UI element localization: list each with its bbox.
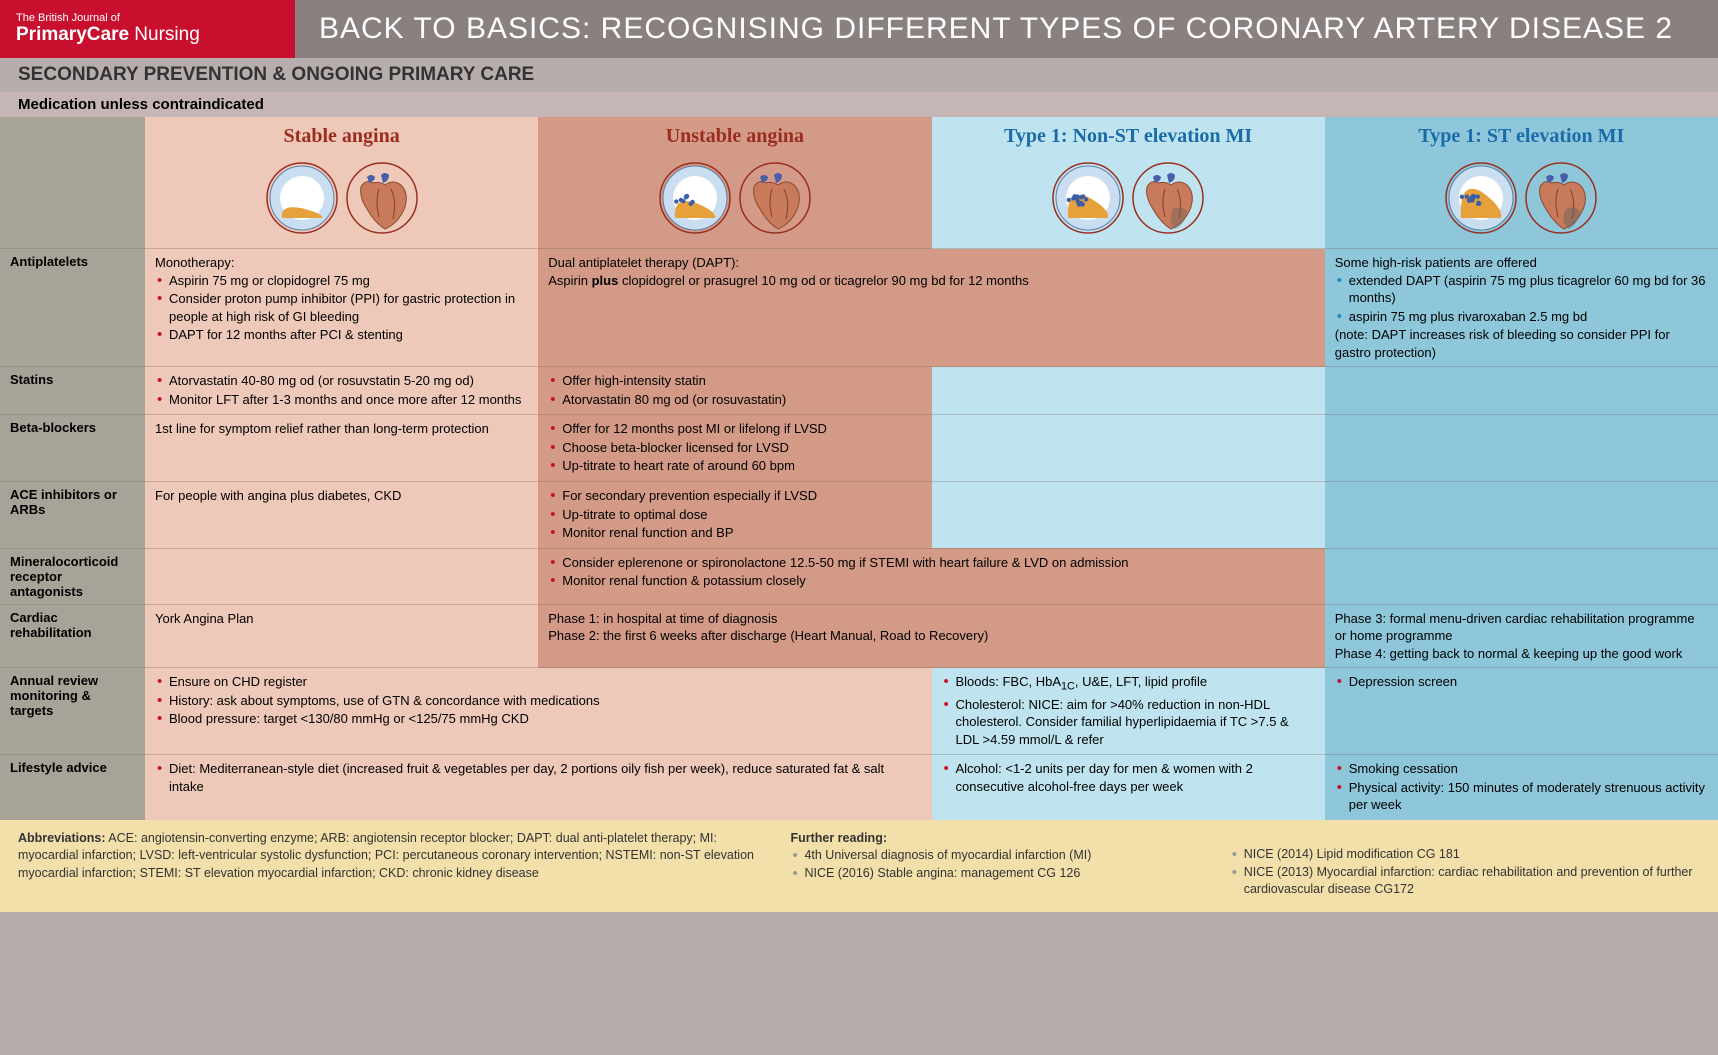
artery-icon <box>265 161 339 235</box>
medication-table: Stable angina Unstable angina Type 1: No… <box>0 117 1718 820</box>
list-item: aspirin 75 mg plus rivaroxaban 2.5 mg bd <box>1335 308 1708 326</box>
header-blank <box>0 117 145 153</box>
column-header-row: Stable angina Unstable angina Type 1: No… <box>0 117 1718 153</box>
abbreviations: Abbreviations: ACE: angiotensin-converti… <box>18 830 790 899</box>
list-item: NICE (2013) Myocardial infarction: cardi… <box>1230 864 1700 898</box>
further-reading-2: NICE (2014) Lipid modification CG 181NIC… <box>1230 830 1700 899</box>
row-label: Statins <box>0 367 145 415</box>
row-beta-blockers: Beta-blockers 1st line for symptom relie… <box>0 415 1718 482</box>
list-item: extended DAPT (aspirin 75 mg plus ticagr… <box>1335 272 1708 307</box>
list-item: Up-titrate to optimal dose <box>548 506 921 524</box>
list-item: Choose beta-blocker licensed for LVSD <box>548 439 921 457</box>
icon-row <box>0 153 1718 249</box>
row-statins: Statins Atorvastatin 40-80 mg od (or ros… <box>0 367 1718 415</box>
further-reading-1: Further reading:4th Universal diagnosis … <box>790 830 1229 899</box>
heart-icon <box>738 161 812 235</box>
artery-icon <box>1051 161 1125 235</box>
list-item: Diet: Mediterranean-style diet (increase… <box>155 760 922 795</box>
row-label: Annual review monitoring & targets <box>0 668 145 755</box>
list-item: Physical activity: 150 minutes of modera… <box>1335 779 1708 814</box>
row-label: Cardiac rehabilitation <box>0 604 145 668</box>
heart-icon <box>345 161 419 235</box>
logo-subtitle: The British Journal of <box>16 12 279 24</box>
list-item: Ensure on CHD register <box>155 673 922 691</box>
logo-title: PrimaryCare Nursing <box>16 24 279 46</box>
col-stable-angina: Stable angina <box>145 117 538 153</box>
list-item: Monitor renal function & potassium close… <box>548 572 1315 590</box>
list-item: Monitor renal function and BP <box>548 524 921 542</box>
page-title: BACK TO BASICS: RECOGNISING DIFFERENT TY… <box>295 0 1718 58</box>
list-item: DAPT for 12 months after PCI & stenting <box>155 326 528 344</box>
artery-icon <box>1444 161 1518 235</box>
row-label: Mineralocorticoid receptor antagonists <box>0 548 145 604</box>
list-item: Smoking cessation <box>1335 760 1708 778</box>
row-label: Beta-blockers <box>0 415 145 482</box>
list-item: Aspirin 75 mg or clopidogrel 75 mg <box>155 272 528 290</box>
list-item: Consider proton pump inhibitor (PPI) for… <box>155 290 528 325</box>
section-heading: SECONDARY PREVENTION & ONGOING PRIMARY C… <box>0 58 1718 92</box>
list-item: Consider eplerenone or spironolactone 12… <box>548 554 1315 572</box>
list-item: Offer high-intensity statin <box>548 372 921 390</box>
list-item: Blood pressure: target <130/80 mmHg or <… <box>155 710 922 728</box>
list-item: Depression screen <box>1335 673 1708 691</box>
row-lifestyle: Lifestyle advice Diet: Mediterranean-sty… <box>0 755 1718 820</box>
list-item: For secondary prevention especially if L… <box>548 487 921 505</box>
journal-logo: The British Journal of PrimaryCare Nursi… <box>0 0 295 58</box>
row-cardiac-rehab: Cardiac rehabilitation York Angina Plan … <box>0 604 1718 668</box>
row-antiplatelets: Antiplatelets Monotherapy:Aspirin 75 mg … <box>0 249 1718 367</box>
footer: Abbreviations: ACE: angiotensin-converti… <box>0 820 1718 913</box>
list-item: 4th Universal diagnosis of myocardial in… <box>790 847 1213 864</box>
artery-icon <box>658 161 732 235</box>
list-item: Up-titrate to heart rate of around 60 bp… <box>548 457 921 475</box>
section-subheading: Medication unless contraindicated <box>0 92 1718 117</box>
heart-icon <box>1524 161 1598 235</box>
list-item: Offer for 12 months post MI or lifelong … <box>548 420 921 438</box>
row-annual-review: Annual review monitoring & targets Ensur… <box>0 668 1718 755</box>
heart-icon <box>1131 161 1205 235</box>
list-item: NICE (2014) Lipid modification CG 181 <box>1230 846 1700 863</box>
list-item: NICE (2016) Stable angina: management CG… <box>790 865 1213 882</box>
list-item: Atorvastatin 80 mg od (or rosuvastatin) <box>548 391 921 409</box>
col-stemi: Type 1: ST elevation MI <box>1325 117 1718 153</box>
list-item: Monitor LFT after 1-3 months and once mo… <box>155 391 528 409</box>
row-ace-arb: ACE inhibitors or ARBs For people with a… <box>0 482 1718 549</box>
header: The British Journal of PrimaryCare Nursi… <box>0 0 1718 58</box>
row-label: ACE inhibitors or ARBs <box>0 482 145 549</box>
list-item: Alcohol: <1-2 units per day for men & wo… <box>942 760 1315 795</box>
row-label: Lifestyle advice <box>0 755 145 820</box>
row-mra: Mineralocorticoid receptor antagonists C… <box>0 548 1718 604</box>
list-item: History: ask about symptoms, use of GTN … <box>155 692 922 710</box>
list-item: Atorvastatin 40-80 mg od (or rosuvstatin… <box>155 372 528 390</box>
col-unstable-angina: Unstable angina <box>538 117 931 153</box>
col-nstemi: Type 1: Non-ST elevation MI <box>932 117 1325 153</box>
row-label: Antiplatelets <box>0 249 145 367</box>
